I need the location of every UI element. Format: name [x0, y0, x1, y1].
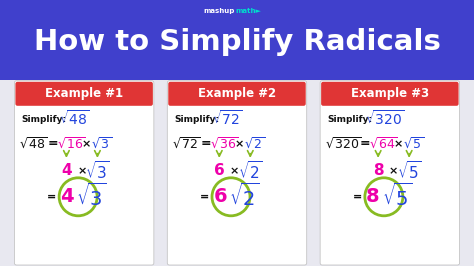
FancyBboxPatch shape: [320, 81, 460, 265]
Text: Example #1: Example #1: [45, 87, 123, 100]
Text: =: =: [47, 137, 58, 150]
Text: $\sqrt{3}$: $\sqrt{3}$: [91, 136, 112, 151]
FancyBboxPatch shape: [168, 82, 306, 106]
Text: 8: 8: [373, 163, 383, 178]
Text: math►: math►: [235, 8, 261, 14]
Bar: [0, 0, 474, 80]
Text: ×: ×: [230, 166, 239, 176]
Text: =: =: [47, 192, 56, 202]
Text: 4: 4: [61, 187, 74, 206]
Text: $\sqrt{72}$: $\sqrt{72}$: [212, 109, 243, 128]
Text: =: =: [200, 192, 209, 202]
Text: $\sqrt{2}$: $\sqrt{2}$: [229, 183, 260, 210]
Text: Example #2: Example #2: [198, 87, 276, 100]
FancyBboxPatch shape: [321, 82, 458, 106]
Text: $\sqrt{16}$: $\sqrt{16}$: [57, 136, 86, 151]
Text: $\sqrt{3}$: $\sqrt{3}$: [76, 183, 107, 210]
Text: 4: 4: [61, 163, 72, 178]
Text: ×: ×: [82, 139, 91, 149]
Text: 6: 6: [214, 163, 225, 178]
Text: $\sqrt{5}$: $\sqrt{5}$: [397, 160, 421, 182]
Text: $\sqrt{48}$: $\sqrt{48}$: [59, 109, 91, 128]
Text: $\sqrt{320}$: $\sqrt{320}$: [365, 109, 405, 128]
Text: Simplify:: Simplify:: [327, 115, 372, 124]
Text: ×: ×: [234, 139, 244, 149]
Text: =: =: [359, 137, 370, 150]
Text: 6: 6: [213, 187, 227, 206]
FancyBboxPatch shape: [167, 81, 307, 265]
Text: $\sqrt{48}$: $\sqrt{48}$: [19, 136, 48, 151]
Text: 8: 8: [366, 187, 380, 206]
Text: ×: ×: [393, 139, 402, 149]
Text: =: =: [201, 137, 211, 150]
Text: $\sqrt{5}$: $\sqrt{5}$: [382, 183, 413, 210]
Text: Simplify:: Simplify:: [174, 115, 219, 124]
Text: $\sqrt{5}$: $\sqrt{5}$: [403, 136, 424, 151]
Text: $\sqrt{72}$: $\sqrt{72}$: [172, 136, 201, 151]
Text: ×: ×: [77, 166, 87, 176]
Text: $\sqrt{64}$: $\sqrt{64}$: [369, 136, 398, 151]
Text: $\sqrt{2}$: $\sqrt{2}$: [238, 160, 263, 182]
Text: Example #3: Example #3: [351, 87, 429, 100]
Text: ×: ×: [389, 166, 398, 176]
Text: How to Simplify Radicals: How to Simplify Radicals: [34, 28, 440, 56]
Text: $\sqrt{3}$: $\sqrt{3}$: [85, 160, 110, 182]
Text: Simplify:: Simplify:: [21, 115, 66, 124]
Text: $\sqrt{36}$: $\sqrt{36}$: [210, 136, 239, 151]
Text: $\sqrt{2}$: $\sqrt{2}$: [244, 136, 265, 151]
Text: mashup: mashup: [204, 8, 235, 14]
Text: $\sqrt{320}$: $\sqrt{320}$: [325, 136, 362, 151]
FancyBboxPatch shape: [16, 82, 153, 106]
FancyBboxPatch shape: [14, 81, 154, 265]
Text: =: =: [353, 192, 362, 202]
